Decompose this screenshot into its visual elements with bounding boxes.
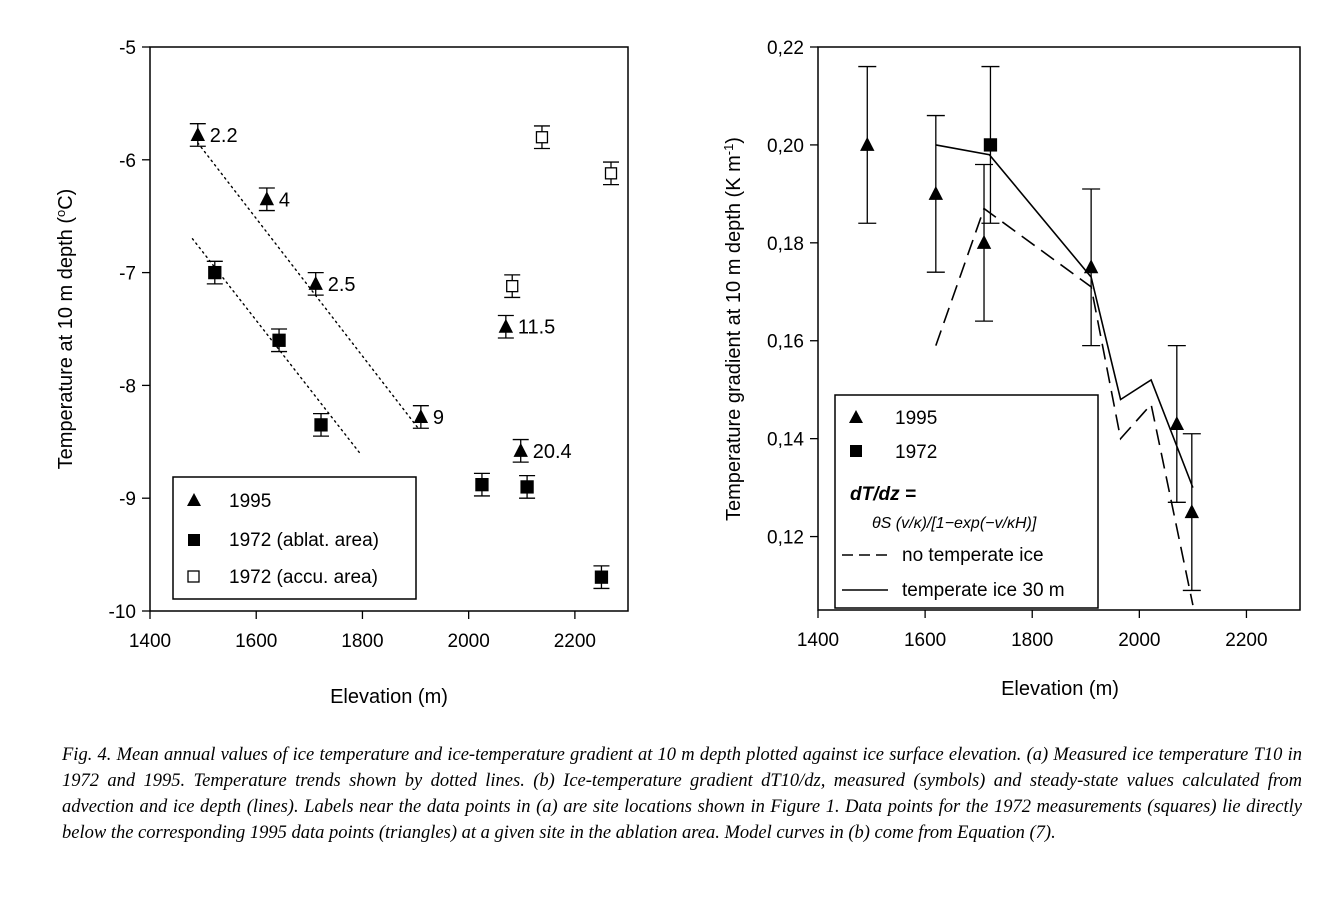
chart-a-y-tick-label: -6 <box>119 151 136 172</box>
chart-b-y-tick-label: 0,22 <box>767 38 804 59</box>
chart-b-point-1995 <box>1169 415 1185 430</box>
figure: 1400 1600 1800 2000 2200-5-6-7-8-9-10 2.242.… <box>53 38 1301 708</box>
chart-b-line-no-temperate <box>935 207 1194 606</box>
legend-a-marker-1972-accu <box>187 570 200 583</box>
chart-a-point-1972-ablat <box>520 480 534 494</box>
chart-a-legend: 1995 1972 (ablat. area) 1972 (accu. area… <box>172 476 417 600</box>
chart-a-marks: 2.2 4 2.5 9 11.5 20.4 <box>189 123 620 590</box>
chart-a-x-tick-label: 1400 <box>129 631 171 652</box>
chart-a-y-tick-label: -5 <box>119 38 136 59</box>
legend-b-label-1995: 1995 <box>895 408 937 429</box>
chart-a-point-1972-ablat <box>594 570 609 584</box>
chart-a-y-tick-label: -9 <box>119 489 136 510</box>
chart-b-point-1995 <box>928 185 944 200</box>
chart-a-site-label: 2.5 <box>328 274 356 296</box>
chart-b-y-tick-label: 0,20 <box>767 136 804 157</box>
legend-b-equation-title: dT/dz = <box>850 484 916 505</box>
legend-b-label-temperate: temperate ice 30 m <box>902 580 1065 601</box>
chart-a-point-1972-accu <box>506 279 519 293</box>
chart-b-point-1972 <box>983 138 998 152</box>
chart-a-y-tick-label: -8 <box>119 376 136 397</box>
chart-a-x-tick-label: 1800 <box>341 631 383 652</box>
chart-b-y-tick-label: 0,18 <box>767 234 804 255</box>
chart-a-point-1995 <box>513 442 528 457</box>
chart-b-marks <box>858 65 1201 592</box>
chart-b-x-axis-label: Elevation (m) <box>1001 678 1119 700</box>
chart-b-y-tick-label: 0,14 <box>767 430 804 451</box>
chart-a-x-axis-label: Elevation (m) <box>330 686 448 708</box>
chart-b-point-1995 <box>1184 504 1200 519</box>
chart-b-plot-frame <box>817 46 1301 611</box>
chart-b-line-temperate <box>935 144 1194 488</box>
chart-b-y-axis-label: Temperature gradient at 10 m depth (K m-… <box>721 137 746 521</box>
chart-a-point-1972-ablat <box>272 333 286 347</box>
chart-a-y-tick-label: -7 <box>119 264 136 285</box>
chart-a-x-tick-label: 2000 <box>448 631 490 652</box>
chart-a-x-tick-label: 2200 <box>554 631 596 652</box>
chart-b-x-tick-label: 1600 <box>904 630 946 651</box>
legend-a-marker-1995 <box>187 493 201 506</box>
chart-b-legend: 1995 1972 dT/dz = θS (v/κ)/[1−exp(−v/κH)… <box>834 394 1099 609</box>
chart-b-x-tick-label: 2000 <box>1118 630 1160 651</box>
chart-a-point-1972-ablat <box>475 478 489 492</box>
chart-b-y-tick-label: 0,16 <box>767 332 804 353</box>
chart-a-legend-box <box>172 476 417 600</box>
chart-b-model-lines <box>935 144 1194 606</box>
chart-a-site-label: 20.4 <box>533 441 572 463</box>
legend-b-marker-1972 <box>850 445 862 457</box>
chart-a-site-label: 2.2 <box>210 125 238 147</box>
chart-b-point-1995 <box>1083 259 1099 274</box>
legend-a-marker-1972-ablat <box>188 534 200 546</box>
chart-a-point-1995 <box>308 275 323 290</box>
chart-a-site-label: 9 <box>433 407 444 429</box>
chart-a-point-1995 <box>498 318 514 333</box>
legend-b-label-no-temperate: no temperate ice <box>902 545 1044 566</box>
chart-a-y-axis-label: Temperature at 10 m depth (oC) <box>53 189 78 470</box>
chart-b-legend-box <box>834 394 1099 609</box>
chart-a-x-tick-label: 1600 <box>235 631 277 652</box>
chart-a-ticks: 1400 1600 1800 2000 2200 -5 -6 -7 -8 -9 -10 <box>109 38 596 652</box>
chart-a-point-1995 <box>190 126 205 141</box>
legend-b-equation-body: θS (v/κ)/[1−exp(−v/κH)] <box>872 515 1037 532</box>
chart-b-point-1995 <box>976 234 992 249</box>
legend-b-label-1972: 1972 <box>895 442 937 463</box>
chart-a-point-1972-accu <box>604 167 618 180</box>
chart-a-plot-frame <box>149 46 629 612</box>
legend-a-label-1972-accu: 1972 (accu. area) <box>229 567 378 588</box>
chart-a-point-1972-ablat <box>208 265 222 280</box>
figure-caption: Fig. 4. Mean annual values of ice temper… <box>62 745 1302 843</box>
chart-a-trend-line <box>197 142 419 429</box>
chart-a-point-1995 <box>259 191 275 206</box>
chart-a: 1400 1600 1800 2000 2200-5-6-7-8-9-10 2.242.… <box>53 38 629 708</box>
chart-a-site-label: 4 <box>279 189 290 211</box>
chart-b-x-tick-label: 1800 <box>1011 630 1053 651</box>
legend-b-marker-1995 <box>849 410 863 423</box>
chart-a-site-label: 11.5 <box>518 317 555 339</box>
chart-b-ticks: 1400 1600 1800 2000 2200 0,22 0,20 0,18 0,16 0,14… <box>767 38 1268 651</box>
chart-b-x-tick-label: 2200 <box>1225 630 1267 651</box>
legend-a-label-1995: 1995 <box>229 491 271 512</box>
chart-b: 1400 1600 1800 2000 2200 0,22 0,20 0,18 0,16 0,14… <box>721 38 1301 700</box>
chart-b-y-tick-label: 0,12 <box>767 528 804 549</box>
legend-a-label-1972-ablat: 1972 (ablat. area) <box>229 530 379 551</box>
chart-a-point-1995 <box>413 408 429 423</box>
chart-a-point-1972-accu <box>535 131 549 144</box>
chart-a-point-1972-ablat <box>314 418 328 432</box>
chart-b-point-1995 <box>860 136 875 151</box>
chart-a-trend-lines <box>191 142 419 454</box>
chart-b-x-tick-label: 1400 <box>797 630 839 651</box>
chart-a-y-tick-label: -10 <box>109 602 136 623</box>
